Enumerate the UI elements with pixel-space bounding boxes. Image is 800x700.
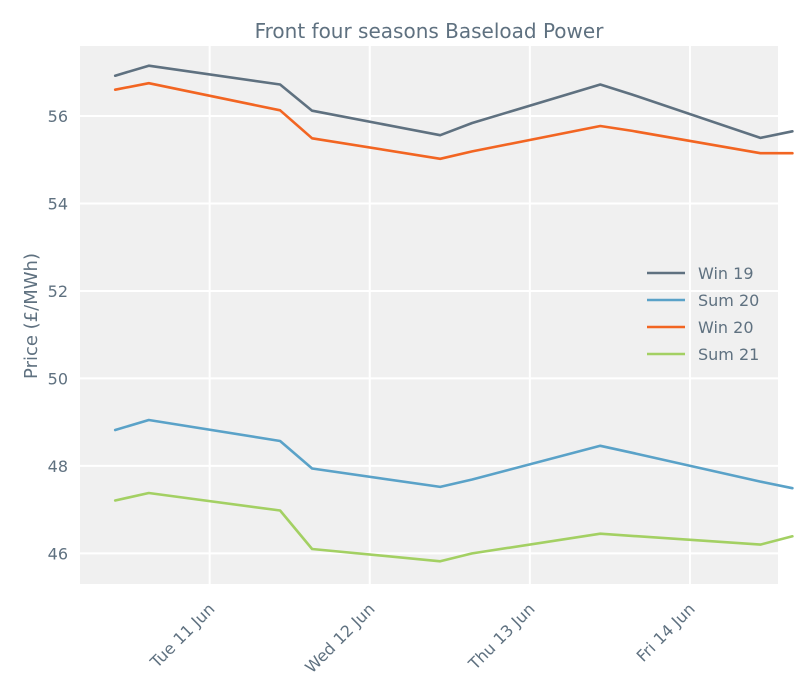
y-tick-label: 50 [48, 369, 68, 388]
legend-label: Sum 21 [698, 345, 759, 364]
y-axis-label: Price (£/MWh) [21, 253, 42, 379]
series-line-win-19 [113, 64, 794, 140]
x-tick-labels: Tue 11 Jun Wed 12 Jun Thu 13 Jun Fri 14 Jun [146, 599, 699, 676]
legend-label: Sum 20 [698, 291, 759, 310]
x-tick-label: Wed 12 Jun [301, 599, 378, 676]
legend: Win 19 Sum 20 Win 20 Sum 21 [647, 264, 759, 364]
series-lines [113, 64, 794, 563]
series-line-win-20 [113, 81, 794, 161]
x-tick-label: Tue 11 Jun [146, 599, 219, 672]
y-tick-labels: 46 48 50 52 54 56 [48, 107, 68, 563]
x-tick-label: Thu 13 Jun [464, 599, 539, 674]
y-tick-label: 56 [48, 107, 68, 126]
y-tick-label: 52 [48, 282, 68, 301]
legend-label: Win 20 [698, 318, 754, 337]
grid-lines [80, 46, 778, 584]
chart-title: Front four seasons Baseload Power [255, 19, 605, 43]
plot-background [80, 46, 778, 584]
y-tick-label: 54 [48, 194, 68, 213]
y-tick-label: 46 [48, 544, 68, 563]
series-line-sum-21 [113, 491, 794, 563]
legend-label: Win 19 [698, 264, 754, 283]
series-line-sum-20 [113, 418, 794, 490]
y-tick-label: 48 [48, 457, 68, 476]
x-tick-label: Fri 14 Jun [633, 599, 699, 665]
